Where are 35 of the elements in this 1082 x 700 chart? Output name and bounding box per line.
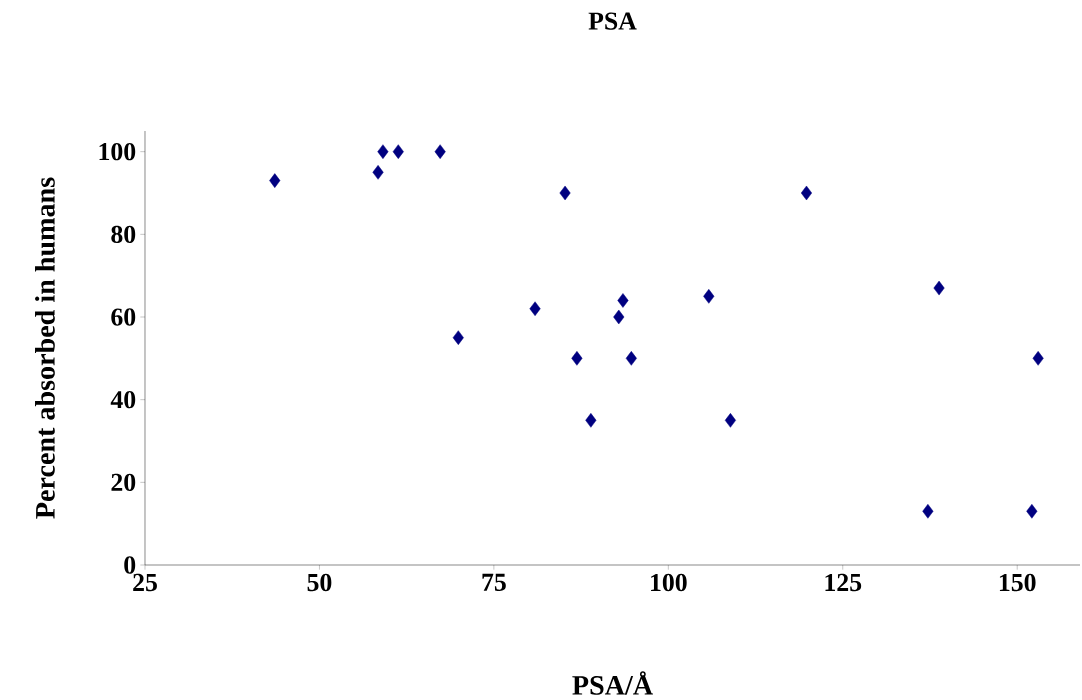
y-axis-title: Percent absorbed in humans [35, 177, 55, 519]
point [1026, 504, 1038, 519]
point [269, 173, 281, 188]
y-tick-label: 60 [111, 308, 136, 326]
point [452, 330, 464, 345]
point [559, 185, 571, 201]
point [372, 165, 384, 180]
x-tick-label: 75 [482, 573, 506, 591]
y-tick-label: 100 [99, 142, 136, 161]
y-tick-label: 20 [111, 473, 136, 492]
point [434, 144, 446, 159]
point [800, 185, 812, 201]
x-tick-label: 125 [825, 573, 862, 592]
point [724, 413, 736, 428]
point [922, 504, 934, 519]
chart-title: PSA [588, 12, 637, 30]
x-tick-label: 50 [307, 573, 332, 592]
x-axis-title: PSA/Å [572, 671, 653, 695]
y-tick-label: 40 [110, 390, 136, 409]
x-tick-label: 150 [999, 573, 1036, 592]
x-tick-label: 100 [651, 573, 687, 592]
point [625, 351, 637, 366]
y-tick-label: 0 [124, 556, 136, 574]
point [392, 144, 404, 159]
point [617, 293, 629, 308]
point [1032, 351, 1044, 366]
point [613, 309, 625, 325]
x-tick-label: 25 [133, 573, 157, 592]
point [377, 144, 389, 159]
point [529, 301, 541, 317]
point [585, 413, 597, 428]
point [703, 289, 715, 304]
point [933, 280, 945, 296]
point [571, 351, 583, 366]
y-tick-label: 80 [111, 225, 136, 244]
